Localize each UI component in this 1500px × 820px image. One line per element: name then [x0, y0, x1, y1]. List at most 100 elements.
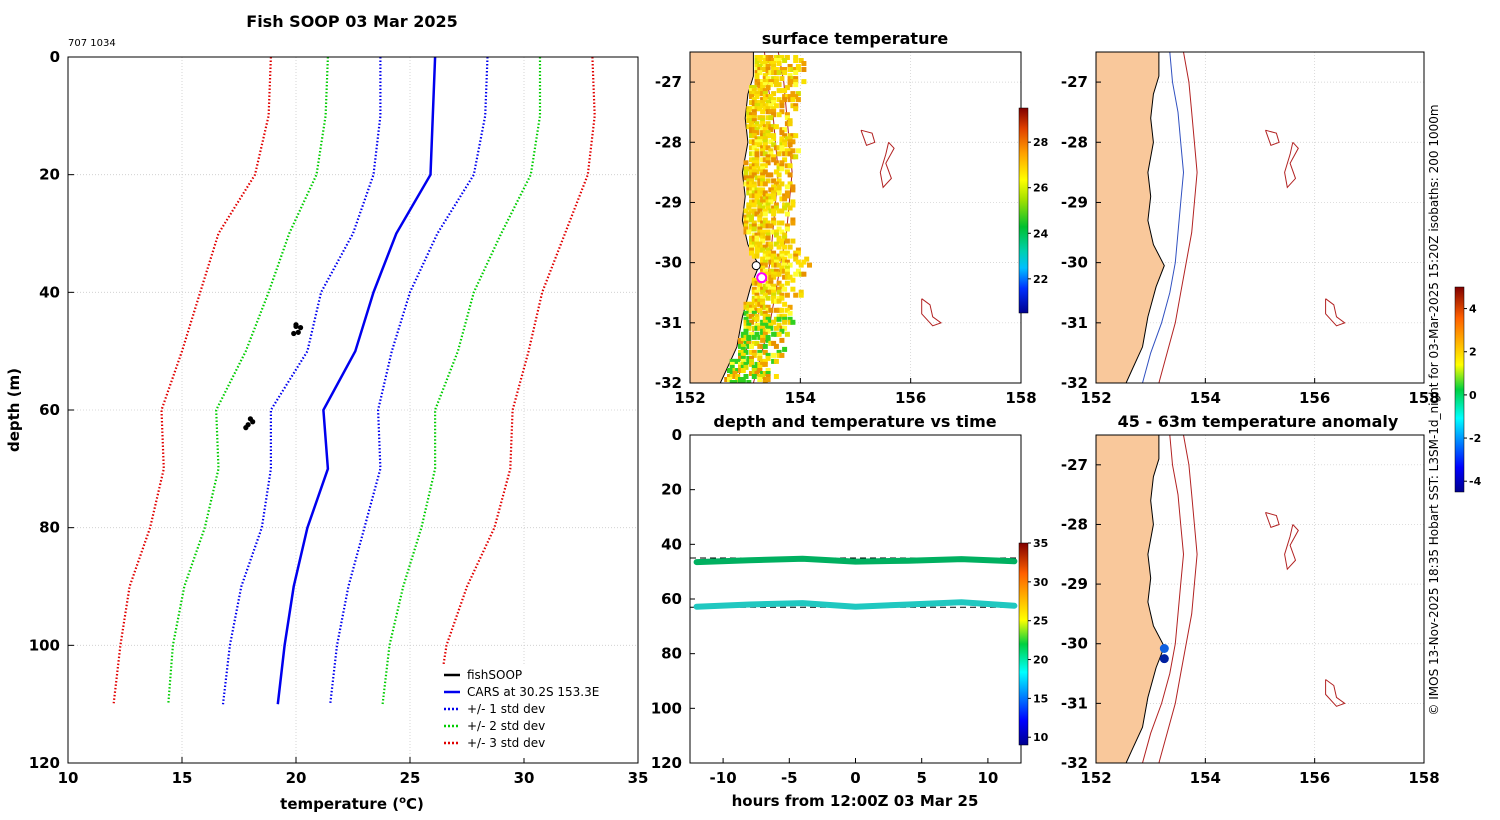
depth-time-colorbar-tick-label: 10 [1033, 731, 1049, 744]
sst-map-pixel [751, 163, 757, 169]
sst-map-pixel [801, 271, 807, 277]
sst-map-pixel [765, 70, 771, 76]
sst-map-pixel [798, 289, 804, 295]
sst-map-pixel [751, 220, 757, 226]
sst-map-pixel [751, 211, 757, 217]
sst-map-pixel [795, 64, 801, 69]
sst-map-pixel [757, 193, 763, 199]
sst-map-pixel [779, 208, 785, 214]
sst-map-pixel [773, 70, 779, 76]
sst-map-pixel [787, 253, 793, 259]
sst-map-pixel [765, 145, 771, 151]
sst-map-pixel [751, 151, 757, 157]
isobath-map-isobath-200 [1142, 52, 1185, 383]
sst-map-pixel [784, 226, 790, 232]
sst-map-pixel [749, 118, 754, 124]
sst-map-pixel [751, 277, 757, 283]
sst-map-pixel [749, 223, 754, 229]
sst-colorbar [1018, 107, 1029, 314]
sst-map-pixel [760, 358, 766, 364]
depth-time-colorbar [1018, 542, 1029, 746]
sst-map-pixel [784, 202, 790, 208]
sst-colorbar-tick-label: 26 [1033, 182, 1049, 195]
sst-map-pixel [768, 223, 774, 229]
sst-map-pixel [762, 262, 768, 268]
sst-map-pixel [754, 322, 760, 328]
sst-map-pixel [762, 196, 768, 202]
sst-map-pixel [751, 208, 757, 214]
sst-map-pixel [749, 199, 754, 205]
sst-map-pixel [746, 115, 752, 121]
sst-map-pixel [729, 371, 735, 376]
sst-map-pixel [765, 241, 771, 247]
sst-map-pixel [749, 235, 754, 241]
sst-map-pixel [765, 280, 771, 286]
sst-map-pixel [765, 103, 771, 109]
sst-map-pixel [779, 160, 785, 166]
sst-map-pixel [768, 271, 774, 277]
anomaly-map-isobath-1000 [1158, 435, 1198, 763]
sst-map-pixel [754, 157, 760, 163]
sst-map-pixel [740, 355, 746, 361]
sst-map-pixel [779, 253, 785, 259]
sst-map-pixel [743, 328, 749, 334]
sst-map-pixel [765, 121, 771, 127]
sst-map-pixel [771, 178, 777, 184]
sst-map-pixel [740, 364, 746, 370]
sst-map-pixel [751, 112, 757, 118]
sst-map-pixel [746, 211, 752, 217]
sst-map-pixel [754, 106, 760, 112]
sst-map-pixel [762, 181, 768, 187]
sst-map-pixel [760, 151, 766, 157]
sst-map-pixel [757, 229, 763, 235]
sst-map-pixel [740, 346, 746, 352]
sst-map-pixel [749, 94, 754, 100]
sst-map-pixel [751, 190, 757, 196]
sst-map-ytick-label: -29 [655, 193, 682, 211]
sst-map-pixel [743, 226, 749, 232]
sst-map-pixel [784, 280, 790, 286]
sst-map-pixel [746, 181, 752, 187]
sst-map-pixel [754, 160, 760, 166]
sst-map-pixel [765, 328, 771, 334]
sst-map-pixel [779, 127, 785, 133]
sst-map-pixel [798, 271, 804, 277]
sst-map-pixel [760, 121, 766, 127]
sst-map-pixel [746, 325, 752, 331]
sst-map-pixel [771, 190, 777, 196]
sst-map-xtick-label: 156 [895, 389, 926, 407]
sst-map-pixel [776, 151, 782, 157]
sst-map-pixel [784, 163, 790, 169]
sst-map-pixel [729, 368, 735, 373]
sst-map-pixel [784, 190, 790, 196]
sst-map-pixel [762, 283, 768, 289]
sst-map-pixel [784, 268, 790, 274]
sst-map-pixel [762, 133, 768, 139]
sst-map-pixel [760, 175, 766, 181]
sst-map-pixel [746, 304, 752, 310]
sst-map-pixel [782, 319, 788, 325]
sst-map-pixel [790, 199, 796, 205]
sst-map-pixel [746, 380, 752, 383]
sst-map-pixel [760, 223, 766, 229]
sst-map-pixel [760, 181, 766, 187]
sst-map-pixel [784, 184, 790, 190]
sst-map-pixel [771, 58, 777, 63]
sst-map-pixel [768, 115, 774, 121]
sst-map-pixel [751, 349, 757, 355]
sst-map-pixel [746, 229, 752, 235]
sst-map-pixel [754, 73, 760, 79]
sst-map-pixel [760, 118, 766, 124]
sst-map-pixel [749, 112, 754, 118]
sst-map-pixel [762, 322, 768, 328]
sst-map-pixel [771, 295, 777, 301]
anomaly-map-panel: 45 - 63m temperature anomaly 152 154 156 15… [1061, 286, 1482, 787]
sst-map-pixel [787, 244, 793, 250]
sst-map-pixel [740, 331, 746, 337]
sst-map-pixel [749, 127, 754, 133]
sst-map-pixel [765, 154, 771, 160]
sst-map-pixel [749, 88, 754, 94]
sst-map-pixel [787, 133, 793, 139]
sst-map-pixel [787, 67, 793, 72]
sst-map-pixel [738, 380, 743, 383]
